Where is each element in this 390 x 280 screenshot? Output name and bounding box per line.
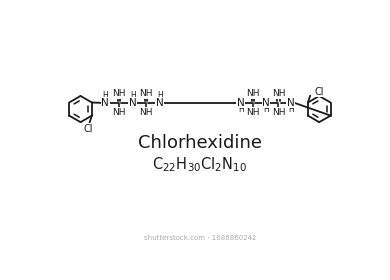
Text: NH: NH [272, 89, 285, 98]
Text: NH: NH [139, 108, 153, 117]
Text: NH: NH [112, 89, 126, 98]
Text: N: N [237, 98, 245, 108]
Text: N: N [129, 98, 137, 108]
Text: NH: NH [139, 89, 153, 98]
Text: NH: NH [246, 108, 260, 117]
Text: N: N [101, 98, 109, 108]
Text: Chlorhexidine: Chlorhexidine [138, 134, 262, 152]
Text: H: H [102, 92, 108, 101]
Text: H: H [288, 105, 294, 114]
Text: H: H [238, 105, 244, 114]
Text: N: N [156, 98, 164, 108]
Text: H: H [157, 92, 163, 101]
Text: C$_{22}$H$_{30}$Cl$_{2}$N$_{10}$: C$_{22}$H$_{30}$Cl$_{2}$N$_{10}$ [152, 155, 248, 174]
Text: Cl: Cl [83, 124, 93, 134]
Text: NH: NH [246, 89, 260, 98]
Text: shutterstock.com · 1686860242: shutterstock.com · 1686860242 [144, 235, 256, 241]
Text: H: H [130, 92, 136, 101]
Text: H: H [263, 105, 269, 114]
Text: NH: NH [272, 108, 285, 117]
Text: NH: NH [112, 108, 126, 117]
Text: Cl: Cl [315, 87, 324, 97]
Text: N: N [287, 98, 294, 108]
Text: N: N [262, 98, 270, 108]
